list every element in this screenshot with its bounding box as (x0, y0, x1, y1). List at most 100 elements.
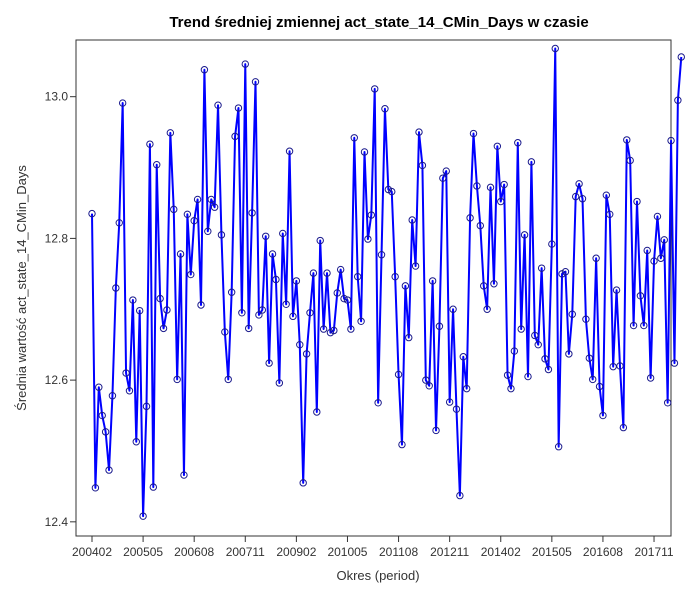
data-point (183, 210, 192, 219)
data-point (500, 180, 508, 189)
data-point (330, 326, 338, 335)
data-point (439, 174, 447, 182)
series-mean (88, 44, 685, 520)
data-point (425, 382, 433, 390)
data-point (98, 411, 106, 420)
data-point (466, 214, 474, 222)
x-tick-label: 201505 (532, 545, 572, 559)
data-point (595, 382, 604, 391)
data-point (142, 402, 151, 411)
data-point (176, 250, 185, 258)
data-point (302, 350, 311, 358)
data-point (88, 209, 96, 218)
data-point (200, 66, 209, 74)
x-tick-label: 201108 (379, 545, 418, 559)
y-axis: 12.4 12.6 12.8 13.0 (45, 90, 76, 529)
data-point (95, 383, 103, 391)
data-point (507, 384, 515, 393)
data-point (357, 317, 365, 325)
data-point (582, 315, 590, 323)
data-point (623, 136, 631, 144)
x-tick-label: 201711 (634, 545, 673, 559)
data-point (364, 235, 372, 243)
data-point (101, 428, 110, 436)
x-tick-label: 200505 (123, 545, 163, 559)
data-point (282, 300, 290, 308)
data-point (640, 321, 648, 330)
series-line (91, 47, 683, 518)
data-point (388, 187, 396, 196)
data-point (251, 78, 260, 86)
data-point (187, 270, 195, 279)
data-point (551, 44, 559, 53)
data-point (554, 443, 563, 451)
data-point (115, 219, 123, 227)
data-point (323, 269, 331, 277)
x-tick-label: 201211 (430, 545, 469, 559)
data-point (272, 275, 280, 284)
data-point (646, 374, 655, 382)
data-point (480, 282, 488, 290)
data-point (405, 333, 413, 342)
data-point (234, 104, 243, 112)
data-point (377, 251, 386, 259)
data-point (452, 405, 461, 413)
data-point (514, 139, 522, 147)
x-tick-label: 201005 (327, 545, 367, 559)
data-point (490, 280, 498, 288)
data-point (173, 375, 181, 384)
x-tick-label: 201402 (481, 545, 521, 559)
data-point (408, 216, 416, 224)
data-point (292, 277, 301, 285)
x-tick-label: 200608 (174, 545, 214, 559)
data-point (265, 359, 273, 367)
data-point (238, 309, 246, 317)
data-point (241, 60, 249, 68)
data-point (459, 353, 467, 361)
data-point (534, 340, 542, 349)
data-point (636, 292, 645, 300)
data-point (537, 264, 546, 272)
data-point (422, 376, 430, 384)
data-point (129, 296, 137, 304)
data-point (139, 512, 147, 520)
data-point (231, 132, 239, 141)
data-point (663, 399, 672, 407)
data-point (674, 96, 682, 104)
data-point (483, 305, 491, 313)
data-point (394, 370, 403, 379)
data-point (197, 301, 205, 309)
data-point (374, 399, 382, 407)
data-point (657, 254, 665, 262)
data-point (602, 191, 611, 199)
x-tick-label: 201608 (583, 545, 623, 559)
data-point (350, 134, 358, 142)
data-point (170, 205, 178, 214)
data-point (214, 101, 222, 109)
data-point (248, 209, 256, 217)
data-point (473, 182, 481, 190)
data-point (371, 85, 379, 93)
data-point (612, 286, 621, 294)
data-point (336, 265, 345, 274)
data-point (616, 362, 624, 370)
data-point (333, 289, 341, 297)
data-point (306, 309, 314, 317)
y-tick-label: 12.4 (45, 515, 69, 529)
data-point (313, 408, 321, 416)
data-point (244, 324, 253, 333)
y-axis-label: Średnia wartość act_state_14_CMin_Days (14, 165, 29, 411)
data-point (381, 105, 389, 113)
data-point (619, 423, 628, 432)
data-point (125, 387, 134, 395)
data-point (629, 321, 638, 330)
data-point (258, 306, 267, 314)
data-point (105, 466, 113, 474)
data-point (156, 294, 164, 303)
x-tick-label: 200711 (226, 545, 265, 559)
data-point (531, 331, 539, 340)
data-point (520, 231, 529, 239)
data-point (309, 269, 318, 277)
data-point (411, 262, 420, 270)
